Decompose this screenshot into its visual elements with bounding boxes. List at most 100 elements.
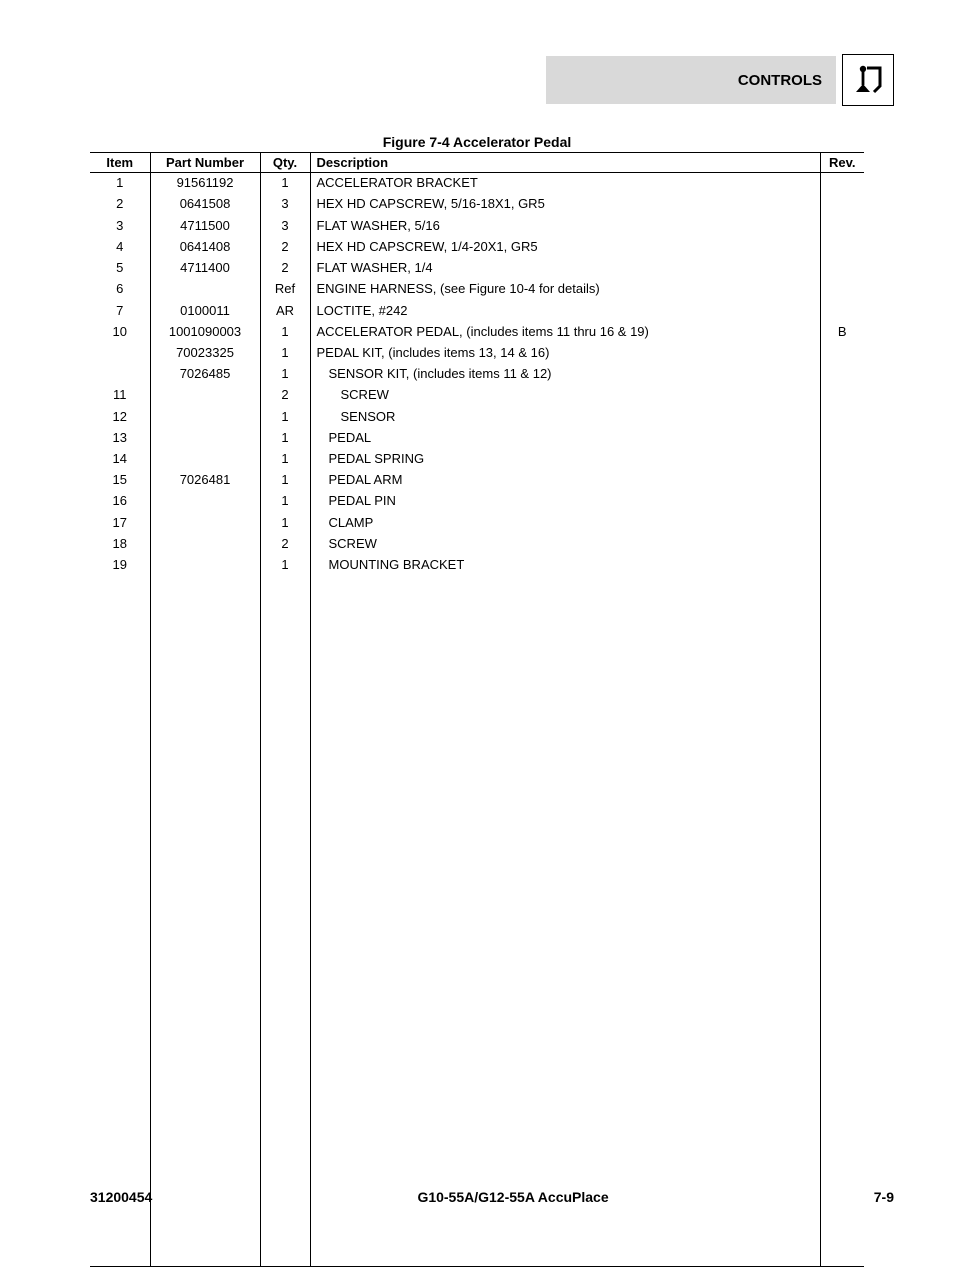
cell-qty: 2 [260, 534, 310, 555]
cell-qty: 1 [260, 449, 310, 470]
col-header-desc: Description [310, 153, 820, 173]
logo-icon [842, 54, 894, 106]
spacer-cell [310, 576, 820, 1266]
cell-rev [820, 215, 864, 236]
cell-item [90, 364, 150, 385]
cell-item: 3 [90, 215, 150, 236]
cell-qty: 1 [260, 555, 310, 576]
cell-rev [820, 513, 864, 534]
cell-part [150, 513, 260, 534]
cell-part [150, 428, 260, 449]
cell-rev [820, 300, 864, 321]
table-row: 406414082HEX HD CAPSCREW, 1/4-20X1, GR5 [90, 237, 864, 258]
cell-item: 7 [90, 300, 150, 321]
cell-qty: 1 [260, 322, 310, 343]
cell-item: 1 [90, 173, 150, 195]
table-row: 206415083HEX HD CAPSCREW, 5/16-18X1, GR5 [90, 194, 864, 215]
spacer-cell [820, 576, 864, 1266]
cell-qty: 1 [260, 470, 310, 491]
table-row: 14 1PEDAL SPRING [90, 449, 864, 470]
cell-part [150, 385, 260, 406]
cell-desc: LOCTITE, #242 [310, 300, 820, 321]
cell-rev [820, 279, 864, 300]
figure-title: Figure 7-4 Accelerator Pedal [0, 134, 954, 150]
cell-qty: 1 [260, 428, 310, 449]
cell-desc: CLAMP [310, 513, 820, 534]
cell-item: 12 [90, 406, 150, 427]
spacer-cell [90, 576, 150, 1266]
cell-qty: 1 [260, 491, 310, 512]
cell-part: 4711500 [150, 215, 260, 236]
page-footer: 31200454 G10-55A/G12-55A AccuPlace 7-9 [90, 1189, 894, 1205]
cell-part [150, 449, 260, 470]
cell-part: 70023325 [150, 343, 260, 364]
cell-qty: Ref [260, 279, 310, 300]
table-row: 1915611921ACCELERATOR BRACKET [90, 173, 864, 195]
cell-item: 4 [90, 237, 150, 258]
cell-part [150, 406, 260, 427]
cell-part: 0641508 [150, 194, 260, 215]
table-row: 347115003FLAT WASHER, 5/16 [90, 215, 864, 236]
table-row: 547114002FLAT WASHER, 1/4 [90, 258, 864, 279]
cell-rev: B [820, 322, 864, 343]
col-header-item: Item [90, 153, 150, 173]
table-row: 1010010900031ACCELERATOR PEDAL, (include… [90, 322, 864, 343]
cell-desc: PEDAL KIT, (includes items 13, 14 & 16) [310, 343, 820, 364]
table-row: 700233251PEDAL KIT, (includes items 13, … [90, 343, 864, 364]
cell-part: 91561192 [150, 173, 260, 195]
cell-part [150, 491, 260, 512]
cell-part: 4711400 [150, 258, 260, 279]
table-row: 6RefENGINE HARNESS, (see Figure 10-4 for… [90, 279, 864, 300]
cell-item [90, 343, 150, 364]
cell-rev [820, 491, 864, 512]
parts-table: Item Part Number Qty. Description Rev. 1… [90, 152, 864, 1267]
cell-qty: 1 [260, 406, 310, 427]
cell-part: 0641408 [150, 237, 260, 258]
cell-item: 19 [90, 555, 150, 576]
cell-item: 6 [90, 279, 150, 300]
cell-rev [820, 364, 864, 385]
cell-item: 14 [90, 449, 150, 470]
cell-part [150, 555, 260, 576]
cell-desc: FLAT WASHER, 5/16 [310, 215, 820, 236]
cell-desc: PEDAL [310, 428, 820, 449]
cell-qty: 1 [260, 173, 310, 195]
cell-desc: PEDAL SPRING [310, 449, 820, 470]
cell-item: 5 [90, 258, 150, 279]
cell-qty: 1 [260, 364, 310, 385]
cell-rev [820, 258, 864, 279]
footer-left: 31200454 [90, 1189, 152, 1205]
cell-rev [820, 470, 864, 491]
footer-right: 7-9 [874, 1189, 894, 1205]
cell-rev [820, 534, 864, 555]
cell-rev [820, 449, 864, 470]
table-row: 191MOUNTING BRACKET [90, 555, 864, 576]
cell-qty: 1 [260, 343, 310, 364]
cell-item: 2 [90, 194, 150, 215]
cell-part: 0100011 [150, 300, 260, 321]
cell-qty: 2 [260, 237, 310, 258]
cell-desc: ACCELERATOR BRACKET [310, 173, 820, 195]
cell-rev [820, 555, 864, 576]
cell-qty: AR [260, 300, 310, 321]
cell-item: 13 [90, 428, 150, 449]
cell-part: 7026481 [150, 470, 260, 491]
cell-part [150, 279, 260, 300]
cell-rev [820, 343, 864, 364]
cell-rev [820, 385, 864, 406]
spacer-cell [260, 576, 310, 1266]
cell-item: 17 [90, 513, 150, 534]
cell-item: 11 [90, 385, 150, 406]
cell-item: 10 [90, 322, 150, 343]
col-header-rev: Rev. [820, 153, 864, 173]
cell-rev [820, 237, 864, 258]
cell-part: 7026485 [150, 364, 260, 385]
cell-rev [820, 194, 864, 215]
table-row: 112SCREW [90, 385, 864, 406]
cell-rev [820, 406, 864, 427]
table-row: 70264851SENSOR KIT, (includes items 11 &… [90, 364, 864, 385]
cell-rev [820, 428, 864, 449]
cell-desc: FLAT WASHER, 1/4 [310, 258, 820, 279]
cell-rev [820, 173, 864, 195]
table-row: 182SCREW [90, 534, 864, 555]
